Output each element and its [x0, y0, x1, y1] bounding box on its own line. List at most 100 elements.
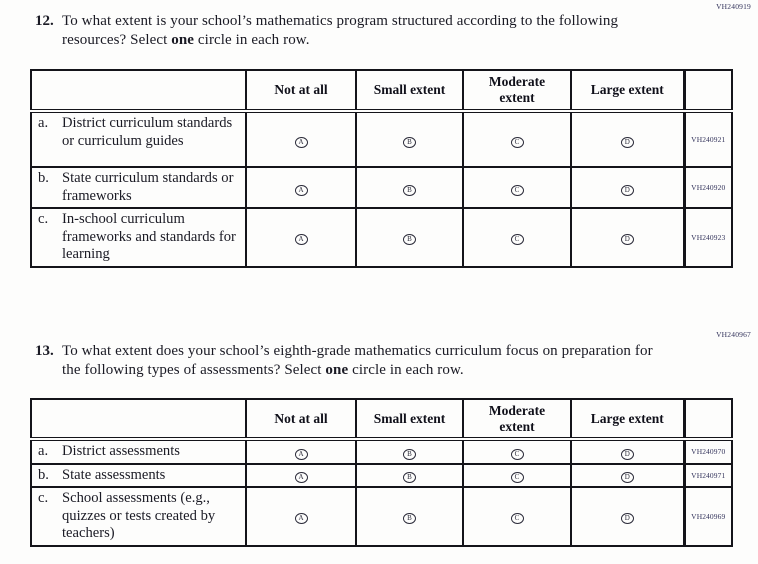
- row-label-cell: a. District curriculum standards or curri…: [30, 110, 247, 168]
- row-letter: c.: [38, 211, 49, 227]
- answer-circle-c[interactable]: C: [510, 513, 524, 525]
- question-12-text: To what extent is your school’s mathemat…: [62, 12, 668, 50]
- row-label: In-school curriculum frameworks and stan…: [62, 211, 236, 262]
- answer-circle-c[interactable]: C: [510, 184, 524, 196]
- answer-circle-a[interactable]: A: [294, 472, 308, 484]
- table-row: c. School assessments (e.g., quizzes or t…: [30, 486, 733, 547]
- answer-circle-c[interactable]: C: [510, 136, 524, 148]
- question-13-number: 13.: [35, 343, 54, 359]
- option-cell: D: [570, 462, 685, 488]
- header-moderate-extent: Moderate extent: [462, 398, 572, 441]
- row-label-cell: c. School assessments (e.g., quizzes or t…: [30, 486, 247, 547]
- answer-circle-d[interactable]: D: [620, 234, 634, 246]
- answer-circle-b[interactable]: B: [403, 136, 416, 148]
- answer-circle-a[interactable]: A: [294, 513, 308, 525]
- row-label-cell: c. In-school curriculum frameworks and st…: [30, 207, 247, 268]
- row-label-cell: a. District assessments: [30, 438, 247, 465]
- option-cell: C: [462, 462, 572, 488]
- question-12-code: VH240919: [716, 2, 751, 11]
- header-label: Small extent: [373, 410, 446, 426]
- answer-circle-a[interactable]: A: [294, 234, 308, 246]
- answer-circle-a[interactable]: A: [294, 136, 308, 148]
- question-13-bold-word: one: [325, 362, 349, 378]
- header-code-stub: [682, 69, 733, 113]
- option-cell: B: [355, 207, 464, 268]
- option-cell: B: [355, 462, 464, 488]
- header-not-at-all: Not at all: [245, 69, 357, 113]
- option-cell: D: [570, 166, 685, 209]
- option-cell: C: [462, 207, 572, 268]
- answer-circle-c[interactable]: C: [510, 448, 524, 460]
- header-small-extent: Small extent: [355, 69, 464, 113]
- table-header-row: Not at all Small extent Moderate extent …: [30, 398, 733, 441]
- question-13-text-after: circle in each row.: [348, 362, 464, 378]
- table-row: c. In-school curriculum frameworks and st…: [30, 207, 733, 268]
- option-cell: D: [570, 438, 685, 465]
- header-label: Large extent: [590, 410, 664, 426]
- answer-circle-d[interactable]: D: [620, 472, 634, 484]
- header-label: Not at all: [274, 410, 328, 426]
- option-cell: A: [245, 110, 357, 168]
- header-label: Moderate extent: [488, 74, 546, 105]
- question-13: 13. To what extent does your school’s ei…: [35, 342, 668, 380]
- row-label-cell: b. State assessments: [30, 462, 247, 488]
- table-header-row: Not at all Small extent Moderate extent …: [30, 69, 733, 113]
- table-row: b. State curriculum standards or framewor…: [30, 166, 733, 209]
- answer-circle-b[interactable]: B: [403, 448, 416, 460]
- option-cell: B: [355, 486, 464, 547]
- question-13-text: To what extent does your school’s eighth…: [62, 342, 668, 380]
- row-letter: a.: [38, 115, 49, 131]
- option-cell: C: [462, 110, 572, 168]
- header-label: Moderate extent: [488, 402, 546, 434]
- question-12: 12. To what extent is your school’s math…: [35, 12, 668, 50]
- answer-circle-b[interactable]: B: [403, 184, 416, 196]
- answer-circle-d[interactable]: D: [620, 184, 634, 196]
- question-12-number: 12.: [35, 13, 54, 29]
- table-row: a. District curriculum standards or curri…: [30, 110, 733, 168]
- answer-circle-a[interactable]: A: [294, 448, 308, 460]
- row-letter: c.: [38, 490, 49, 506]
- question-13-code: VH240967: [716, 330, 751, 339]
- header-moderate-extent: Moderate extent: [462, 69, 572, 113]
- question-12-text-before: To what extent is your school’s mathemat…: [62, 13, 619, 48]
- option-cell: A: [245, 438, 357, 465]
- answer-circle-c[interactable]: C: [510, 234, 524, 246]
- answer-circle-d[interactable]: D: [620, 136, 634, 148]
- answer-circle-b[interactable]: B: [403, 472, 416, 484]
- question-12-table: Not at all Small extent Moderate extent …: [30, 69, 733, 268]
- header-large-extent: Large extent: [570, 69, 685, 113]
- option-cell: C: [462, 166, 572, 209]
- row-label: District curriculum standards or curricu…: [62, 115, 233, 149]
- answer-circle-d[interactable]: D: [620, 448, 634, 460]
- option-cell: D: [570, 207, 685, 268]
- option-cell: A: [245, 462, 357, 488]
- row-code: VH240923: [682, 207, 733, 268]
- question-13-table: Not at all Small extent Moderate extent …: [30, 398, 733, 547]
- table-row: b. State assessments A B C D VH240971: [30, 462, 733, 488]
- row-code: VH240920: [682, 166, 733, 209]
- header-label: Not at all: [274, 82, 328, 97]
- header-empty-stub: [30, 69, 247, 113]
- answer-circle-b[interactable]: B: [403, 234, 416, 246]
- answer-circle-d[interactable]: D: [620, 513, 634, 525]
- header-not-at-all: Not at all: [245, 398, 357, 441]
- row-label: District assessments: [62, 443, 180, 459]
- option-cell: C: [462, 438, 572, 465]
- row-code: VH240969: [682, 486, 733, 547]
- table-row: a. District assessments A B C D VH240970: [30, 438, 733, 465]
- option-cell: D: [570, 486, 685, 547]
- answer-circle-a[interactable]: A: [294, 184, 308, 196]
- option-cell: D: [570, 110, 685, 168]
- option-cell: A: [245, 486, 357, 547]
- header-small-extent: Small extent: [355, 398, 464, 441]
- option-cell: C: [462, 486, 572, 547]
- row-letter: a.: [38, 443, 49, 459]
- answer-circle-b[interactable]: B: [403, 513, 416, 525]
- header-label: Small extent: [373, 82, 446, 97]
- row-letter: b.: [38, 170, 49, 186]
- answer-circle-c[interactable]: C: [510, 472, 524, 484]
- row-label: State assessments: [62, 466, 166, 483]
- option-cell: B: [355, 166, 464, 209]
- header-label: Large extent: [590, 82, 664, 97]
